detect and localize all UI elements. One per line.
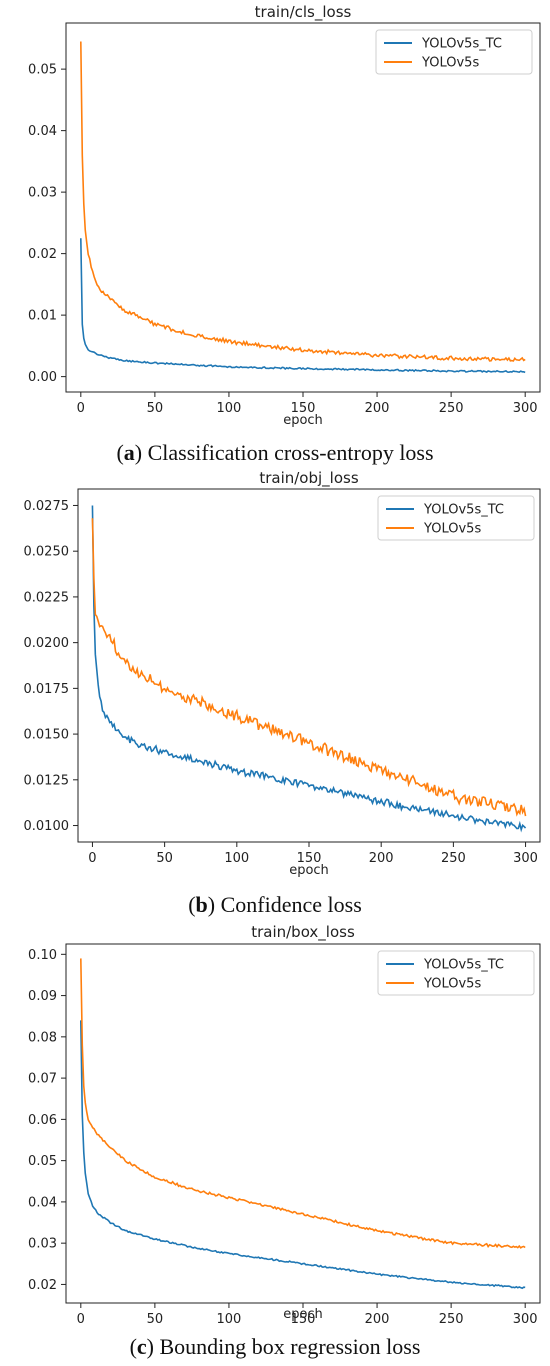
y-tick-label: 0.0275 [24,499,70,514]
legend: YOLOv5s_TC YOLOv5s [377,495,535,541]
x-tick-label: 100 [217,1312,242,1327]
x-tick-label: 0 [77,401,85,416]
y-tick-label: 0.0175 [24,682,70,697]
series-line-yolov5s-tc [80,238,526,374]
figure-caption: (b) Confidence loss [188,892,362,917]
x-tick-label: 100 [217,401,242,416]
y-tick-label: 0.10 [28,948,57,963]
legend: YOLOv5s_TC YOLOv5s [375,29,533,75]
legend-box [375,29,533,75]
plot-frame [65,22,541,393]
x-tick-label: 200 [365,401,390,416]
y-tick-label: 0.0125 [24,773,70,788]
y-tick-label: 0.03 [28,186,57,201]
x-tick-label: 0 [88,851,96,866]
legend-label: YOLOv5s [421,56,479,71]
series-line-yolov5s [80,41,526,362]
y-tick-label: 0.07 [28,1072,57,1087]
figure-caption: (a) Classification cross-entropy loss [116,440,433,465]
caption-open: ( [116,440,123,465]
x-tick-label: 150 [291,1312,316,1327]
chart-panel-3: train/box_loss 0 50 100 150 200 250 300 0.02 0.03… [28,923,541,1359]
caption-text: ) Classification cross-entropy loss [135,440,434,465]
y-tick-label: 0.0250 [24,545,70,560]
x-tick-label: 100 [224,851,249,866]
series-line-yolov5s-tc [80,1020,526,1290]
x-tick-label: 50 [147,1312,164,1327]
plot-title: train/cls_loss [255,3,352,22]
caption-tag: a [124,440,135,465]
legend-box [377,950,535,996]
x-tick-label: 50 [147,401,164,416]
y-tick-label: 0.01 [28,309,57,324]
x-tick-label: 250 [439,1312,464,1327]
series-line-yolov5s [80,958,526,1249]
legend: YOLOv5s_TC YOLOv5s [377,950,535,996]
y-tick-label: 0.09 [28,989,57,1004]
y-tick-label: 0.08 [28,1030,57,1045]
y-tick-label: 0.02 [28,247,57,262]
y-tick-label: 0.05 [28,63,57,78]
y-tick-label: 0.0200 [24,636,70,651]
plot-frame [65,943,541,1304]
legend-box [377,495,535,541]
y-tick-label: 0.00 [28,370,57,385]
plot-title: train/box_loss [251,923,355,942]
caption-tag: c [137,1334,147,1359]
series-line-yolov5s [91,518,527,817]
chart-panel-1: train/cls_loss 0 50 100 150 200 250 300 0.00 0.01… [28,3,541,465]
y-tick-label: 0.0150 [24,728,70,743]
caption-open: ( [130,1334,137,1359]
x-tick-label: 150 [291,401,316,416]
legend-label: YOLOv5s_TC [421,37,502,52]
x-tick-label: 50 [156,851,173,866]
y-tick-label: 0.06 [28,1113,57,1128]
x-tick-label: 250 [439,401,464,416]
caption-tag: b [196,892,208,917]
legend-label: YOLOv5s [423,977,481,992]
x-tick-label: 0 [77,1312,85,1327]
x-tick-label: 200 [365,1312,390,1327]
plot-title: train/obj_loss [259,469,358,488]
x-axis-label: epoch [283,1307,323,1322]
x-tick-label: 300 [513,851,538,866]
caption-text: ) Confidence loss [208,892,362,917]
legend-label: YOLOv5s_TC [423,503,504,518]
figure-caption: (c) Bounding box regression loss [130,1334,421,1359]
caption-open: ( [188,892,195,917]
x-tick-label: 150 [297,851,322,866]
y-tick-label: 0.0225 [24,590,70,605]
x-axis-label: epoch [289,863,329,878]
x-axis-label: epoch [283,413,323,428]
chart-panel-2: train/obj_loss 0 50 100 150 200 250 300 0.0100 0.… [24,469,541,917]
y-tick-label: 0.02 [28,1278,57,1293]
x-tick-label: 300 [513,1312,538,1327]
x-tick-label: 200 [369,851,394,866]
legend-label: YOLOv5s_TC [423,958,504,973]
series-line-yolov5s-tc [91,505,527,833]
y-tick-label: 0.05 [28,1154,57,1169]
y-tick-label: 0.04 [28,124,57,139]
plot-frame [77,488,541,843]
caption-text: ) Bounding box regression loss [147,1334,421,1359]
y-tick-label: 0.0100 [24,819,70,834]
legend-label: YOLOv5s [423,522,481,537]
x-tick-label: 300 [513,401,538,416]
y-tick-label: 0.04 [28,1195,57,1210]
y-tick-label: 0.03 [28,1237,57,1252]
x-tick-label: 250 [441,851,466,866]
